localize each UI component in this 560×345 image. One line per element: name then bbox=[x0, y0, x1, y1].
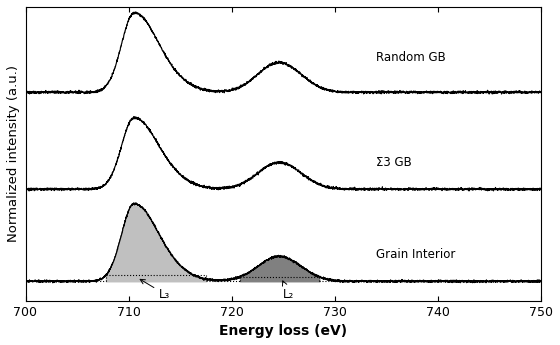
Text: Σ3 GB: Σ3 GB bbox=[376, 156, 412, 168]
Text: L₂: L₂ bbox=[282, 281, 294, 300]
Text: Grain Interior: Grain Interior bbox=[376, 248, 455, 260]
Y-axis label: Normalized intensity (a.u.): Normalized intensity (a.u.) bbox=[7, 65, 20, 242]
Text: L₃: L₃ bbox=[140, 279, 170, 300]
X-axis label: Energy loss (eV): Energy loss (eV) bbox=[219, 324, 347, 338]
Text: Random GB: Random GB bbox=[376, 51, 446, 64]
